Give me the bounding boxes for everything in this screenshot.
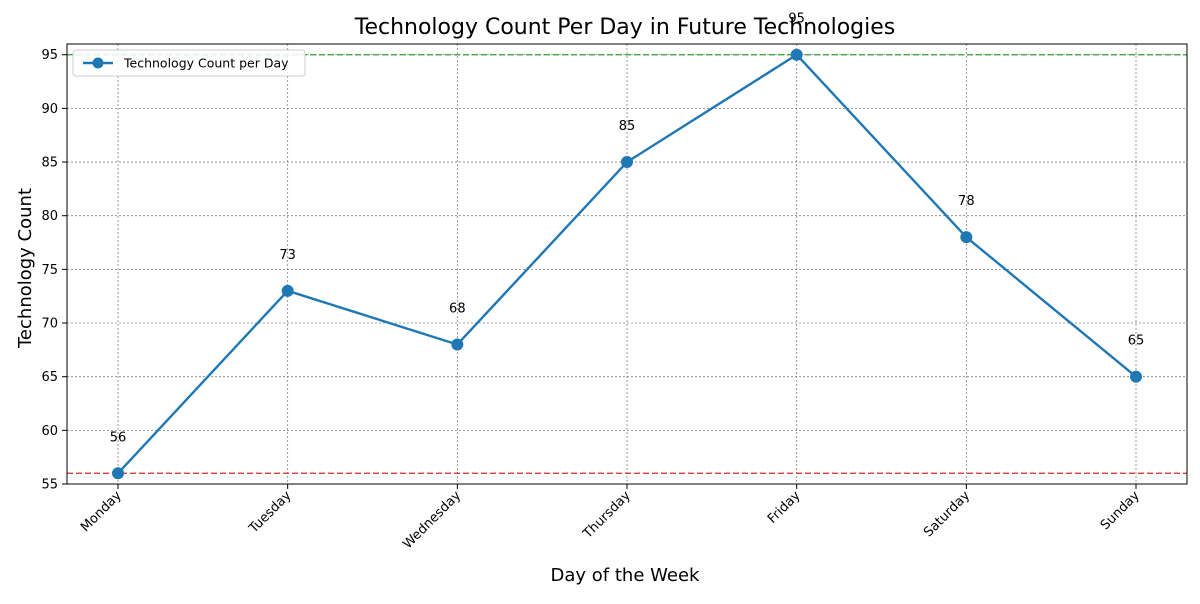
data-point[interactable] <box>281 284 294 297</box>
x-tick-label: Sunday <box>1098 488 1143 533</box>
chart-title: Technology Count Per Day in Future Techn… <box>354 15 895 40</box>
legend-entry-label: Technology Count per Day <box>123 56 289 71</box>
data-point[interactable] <box>451 338 464 351</box>
y-tick-label: 60 <box>41 424 58 439</box>
data-point[interactable] <box>1130 370 1142 383</box>
x-tick-label: Saturday <box>921 488 973 540</box>
data-point[interactable] <box>621 156 633 169</box>
data-point[interactable] <box>790 48 803 61</box>
y-tick-label: 80 <box>41 209 58 224</box>
data-label: 95 <box>788 12 805 27</box>
data-point[interactable] <box>960 231 973 244</box>
axes: 55 60 65 70 75 80 85 90 95 Monday Tuesday Wednesday… <box>41 43 1188 552</box>
y-tick-label: 85 <box>41 156 58 171</box>
y-axis-label: Technology Count <box>15 188 36 349</box>
data-label: 56 <box>110 430 127 445</box>
x-tick-label: Friday <box>765 488 804 527</box>
grid-lines <box>67 44 1187 485</box>
data-label: 68 <box>449 301 466 316</box>
legend-box <box>72 49 306 77</box>
data-label: 73 <box>279 248 296 263</box>
y-tick-label: 55 <box>41 478 58 493</box>
y-tick-label: 70 <box>41 317 58 332</box>
x-axis-label: Day of the Week <box>551 565 700 586</box>
y-tick-label: 95 <box>41 48 58 63</box>
x-tick-label: Wednesday <box>400 488 464 552</box>
x-tick-label: Tuesday <box>246 488 295 537</box>
data-label: 85 <box>619 119 636 134</box>
data-label: 78 <box>958 194 975 209</box>
y-tick-label: 75 <box>41 263 58 278</box>
data-label: 65 <box>1128 334 1145 349</box>
y-tick-label: 90 <box>41 102 58 117</box>
series-layer <box>112 48 1142 480</box>
data-point[interactable] <box>112 467 124 480</box>
legend-marker-swatch <box>92 57 104 69</box>
legend: Technology Count per Day <box>72 49 306 77</box>
x-tick-label: Thursday <box>580 488 634 542</box>
y-tick-label: 65 <box>41 370 58 385</box>
reference-lines <box>67 54 1187 474</box>
data-labels: 56 73 68 85 95 78 65 <box>110 12 1145 446</box>
x-tick-label: Monday <box>78 488 125 535</box>
